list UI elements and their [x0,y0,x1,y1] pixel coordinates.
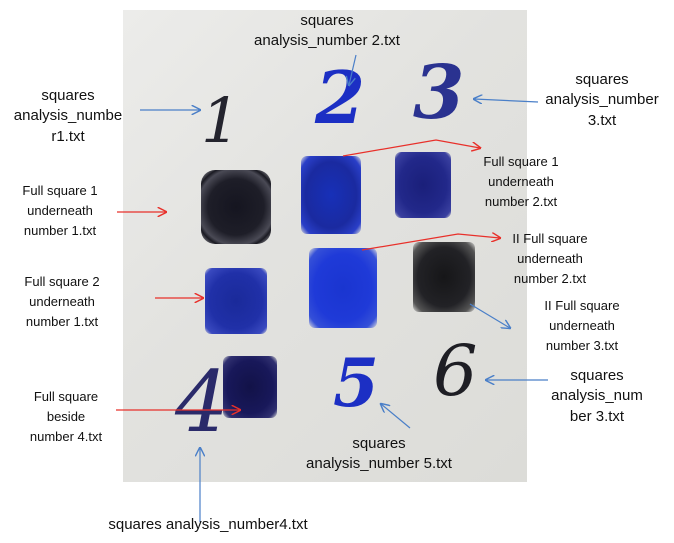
label-analysis-number-5: squares analysis_number 5.txt [306,435,452,473]
digit-2: 2 [315,55,366,140]
arrow-to-square-under-3 [469,303,510,328]
navy-square-under-3 [395,152,451,218]
arrow-to-3 [474,99,539,102]
label-full-square1-number2: Full square 1 underneath number 2.txt [483,154,559,210]
digit-4: 4 [175,353,229,451]
digit-3: 3 [413,50,465,136]
red-arrow-square1-num2 [342,139,480,157]
arrow-to-5 [381,404,411,429]
blue-square-under-1-second [205,268,267,334]
label-analysis-number-4: squares analysis_number4.txt [108,516,308,533]
black-square-under-1 [201,170,271,244]
black-square-under-3 [413,242,475,312]
handwritten-photo: 1 2 3 4 5 6 [123,10,527,482]
digit-6: 6 [433,330,478,412]
label-full-square2-number1: Full square 2 underneath number 1.txt [24,274,100,330]
label-analysis-number-2: squares analysis_number 2.txt [254,12,400,50]
label-ii-full-square-number3: II Full square underneath number 3.txt [544,298,620,354]
label-analysis-number-1: squares analysis_numbe r1.txt [13,87,123,145]
label-analysis-number-3-top: squares analysis_number 3.txt [545,71,659,129]
label-full-square-beside-4: Full square beside number 4.txt [29,389,103,445]
digit-1: 1 [201,84,241,157]
label-full-square1-number1: Full square 1 underneath number 1.txt [22,183,98,239]
label-analysis-number-3-bottom: squares analysis_num ber 3.txt [551,367,643,425]
arrow-to-2 [349,54,357,85]
red-arrow-ii-num2 [361,234,500,251]
blue-square-under-2-second [309,248,377,328]
label-ii-full-square-number2: II Full square underneath number 2.txt [512,231,588,287]
blue-square-under-2-first [301,156,361,234]
digit-5: 5 [333,344,379,422]
